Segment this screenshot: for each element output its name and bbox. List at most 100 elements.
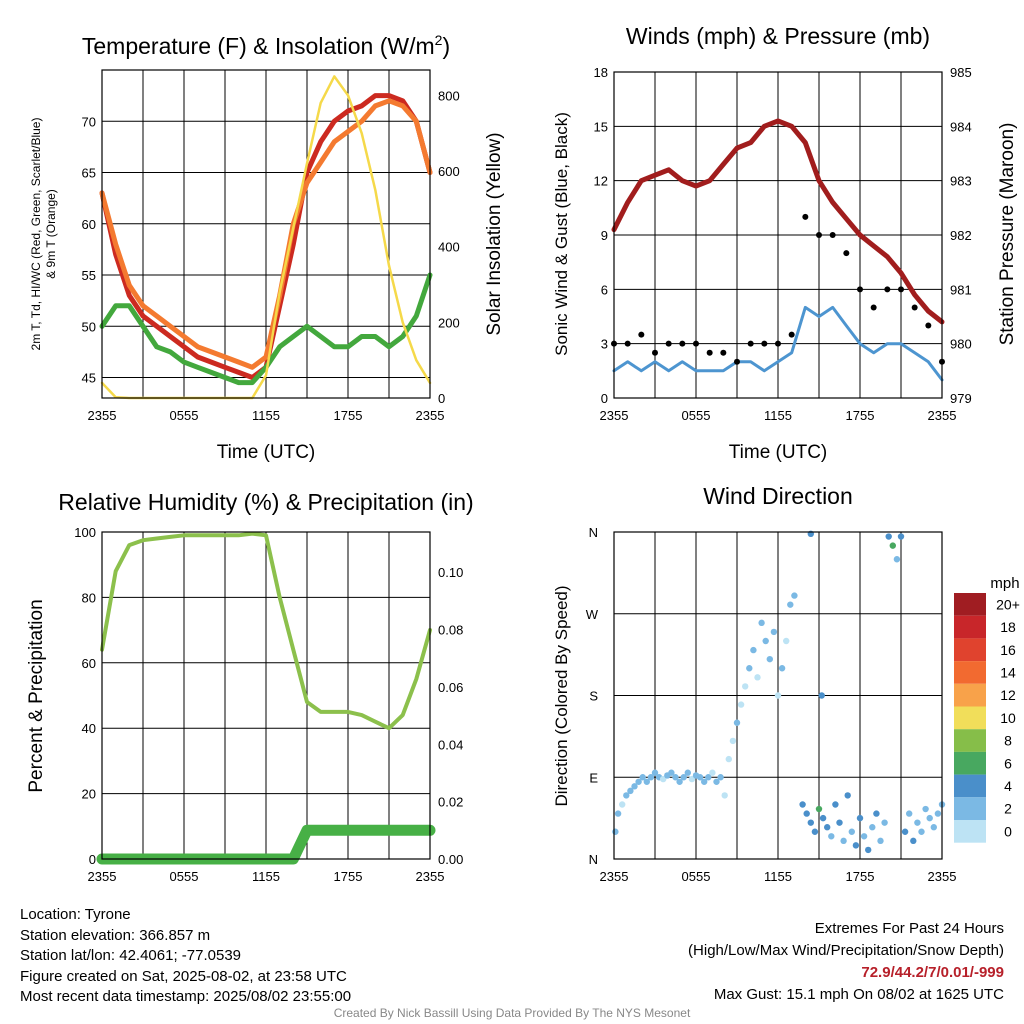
direction-point xyxy=(713,778,720,785)
direction-point xyxy=(844,792,851,799)
gust-point xyxy=(884,286,891,293)
direction-point xyxy=(725,755,732,763)
gust-point xyxy=(775,340,781,347)
legend-label: 16 xyxy=(1000,642,1016,658)
direction-point xyxy=(893,556,901,563)
y-right-tick-label: 0.08 xyxy=(438,623,463,638)
y-tick-label: 65 xyxy=(82,166,96,181)
y-axis-right-label: Solar Insolation (Yellow) xyxy=(484,132,505,335)
direction-point xyxy=(639,774,646,781)
y-right-tick-label: 982 xyxy=(950,228,972,243)
gust-point xyxy=(829,232,836,238)
legend-label: 2 xyxy=(1004,801,1012,817)
plot-frame xyxy=(613,71,943,399)
gust-point xyxy=(843,250,850,257)
gust-point xyxy=(802,213,809,220)
gust-point xyxy=(870,304,877,311)
y-right-tick-label: 984 xyxy=(950,119,972,134)
y-right-tick-label: 980 xyxy=(950,337,972,352)
y-axis-right-label: Station Pressure (Maroon) xyxy=(997,123,1018,346)
x-tick-label: 2355 xyxy=(928,408,957,423)
direction-point xyxy=(914,819,921,826)
direction-point xyxy=(881,819,888,826)
direction-point xyxy=(651,769,659,776)
legend-swatch xyxy=(954,751,986,775)
y-right-tick-label: 0.00 xyxy=(438,852,463,867)
legend-swatch xyxy=(954,683,986,707)
direction-point xyxy=(799,801,806,808)
y-right-tick-label: 0.10 xyxy=(438,565,463,580)
direction-point xyxy=(721,792,728,799)
legend-swatch xyxy=(954,729,986,752)
gust-point xyxy=(652,349,658,356)
direction-point xyxy=(832,801,839,808)
y-axis-label: Percent & Precipitation xyxy=(26,599,47,792)
y-tick-label: 6 xyxy=(601,282,608,297)
y-right-tick-label: 983 xyxy=(950,174,972,189)
direction-point xyxy=(742,683,749,690)
gust-point xyxy=(665,340,672,347)
chart-title: Relative Humidity (%) & Precipitation (i… xyxy=(58,489,473,515)
elevation-text: Station elevation: 366.857 m xyxy=(20,926,211,944)
gust-point xyxy=(857,286,863,293)
x-tick-label: 1155 xyxy=(764,408,792,423)
direction-point xyxy=(696,774,704,781)
y-tick-label: N xyxy=(589,852,598,867)
y-right-tick-label: 600 xyxy=(438,164,460,179)
y-tick-label: 15 xyxy=(594,119,608,134)
direction-point xyxy=(819,814,827,822)
humidity-precip-chart: Relative Humidity (%) & Precipitation (i… xyxy=(26,489,474,884)
gust-point xyxy=(624,340,631,347)
direction-point xyxy=(623,792,630,799)
direction-point xyxy=(750,646,757,654)
speed-legend: 20+ 18 16 14 12 10 8 6 4 2 0 xyxy=(954,593,1020,843)
y-tick-label: 3 xyxy=(601,337,608,352)
direction-point xyxy=(619,801,626,808)
legend-swatch xyxy=(954,820,986,843)
direction-point xyxy=(818,692,825,699)
x-tick-label: 2355 xyxy=(416,408,445,423)
x-axis-label: Time (UTC) xyxy=(217,442,316,463)
direction-point xyxy=(901,828,909,835)
y-tick-label: 0 xyxy=(89,852,96,867)
direction-point xyxy=(737,701,745,708)
direction-point xyxy=(922,805,929,813)
direction-point xyxy=(766,655,773,663)
legend-label: 14 xyxy=(1000,664,1016,680)
y-tick-label: 18 xyxy=(594,65,608,80)
direction-point xyxy=(807,819,814,826)
direction-point xyxy=(815,805,823,813)
direction-point xyxy=(787,601,794,608)
gust-point xyxy=(706,349,713,356)
direction-point xyxy=(828,833,835,840)
direction-point xyxy=(770,628,778,636)
y-tick-label: S xyxy=(589,689,598,704)
plot-frame xyxy=(101,69,431,399)
x-tick-label: 0555 xyxy=(170,869,199,884)
direction-point xyxy=(934,810,942,817)
x-tick-label: 1155 xyxy=(764,869,792,884)
gust-point xyxy=(638,331,645,338)
y-tick-label: 70 xyxy=(82,114,96,129)
direction-point xyxy=(680,774,687,781)
direction-point xyxy=(758,619,765,627)
y-tick-label: 40 xyxy=(82,721,96,736)
gust-point xyxy=(898,286,904,293)
legend-label: 10 xyxy=(1000,710,1016,726)
y-tick-label: E xyxy=(589,770,598,785)
gust-point xyxy=(761,340,768,347)
wind-direction-chart: Wind Direction Direction (Colored By Spe… xyxy=(552,483,1020,884)
direction-point xyxy=(774,692,782,699)
direction-point xyxy=(688,775,696,783)
x-tick-label: 2355 xyxy=(88,408,117,423)
gust-point xyxy=(747,340,754,347)
humidity-line xyxy=(100,531,432,731)
extremes-title: Extremes For Past 24 Hours xyxy=(814,920,1004,937)
direction-point xyxy=(910,837,917,845)
x-tick-label: 0555 xyxy=(682,408,711,423)
direction-point xyxy=(729,737,737,745)
y-axis-label-2: & 9m T (Orange) xyxy=(44,189,58,279)
winds-pressure-chart: Winds (mph) & Pressure (mb) Time (UTC) S… xyxy=(552,23,1018,463)
legend-label: 0 xyxy=(1004,823,1012,839)
